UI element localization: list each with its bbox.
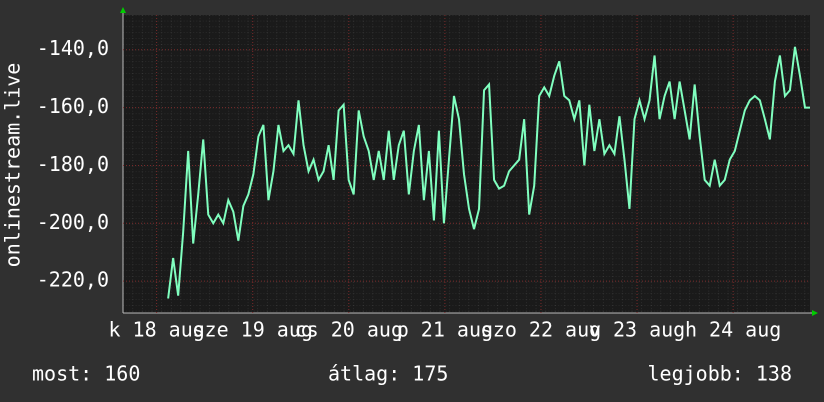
x-tick-label: h 24 aug <box>685 318 781 342</box>
footer-average: átlag: 175 <box>328 362 448 386</box>
y-tick-label: -220,0 <box>37 268 109 292</box>
footer-current: most: 160 <box>32 362 140 386</box>
minor-grid <box>123 15 810 313</box>
y-tick-label: -160,0 <box>37 94 109 118</box>
y-arrow <box>120 7 126 13</box>
x-tick-label: p 21 aug <box>397 318 493 342</box>
y-axis-label: onlinestream.live <box>1 63 25 268</box>
x-tick-label: sze 19 aug <box>193 318 313 342</box>
data-line <box>167 46 810 299</box>
y-tick-label: -140,0 <box>37 36 109 60</box>
x-tick-label: k 18 aug <box>108 318 204 342</box>
x-arrow <box>812 310 818 316</box>
footer-best: legjobb: 138 <box>648 362 793 386</box>
x-tick-label: szo 22 aug <box>481 318 601 342</box>
x-tick-label: v 23 aug <box>589 318 685 342</box>
y-tick-label: -180,0 <box>37 152 109 176</box>
y-tick-label: -200,0 <box>37 210 109 234</box>
x-tick-label: cs 20 aug <box>295 318 403 342</box>
